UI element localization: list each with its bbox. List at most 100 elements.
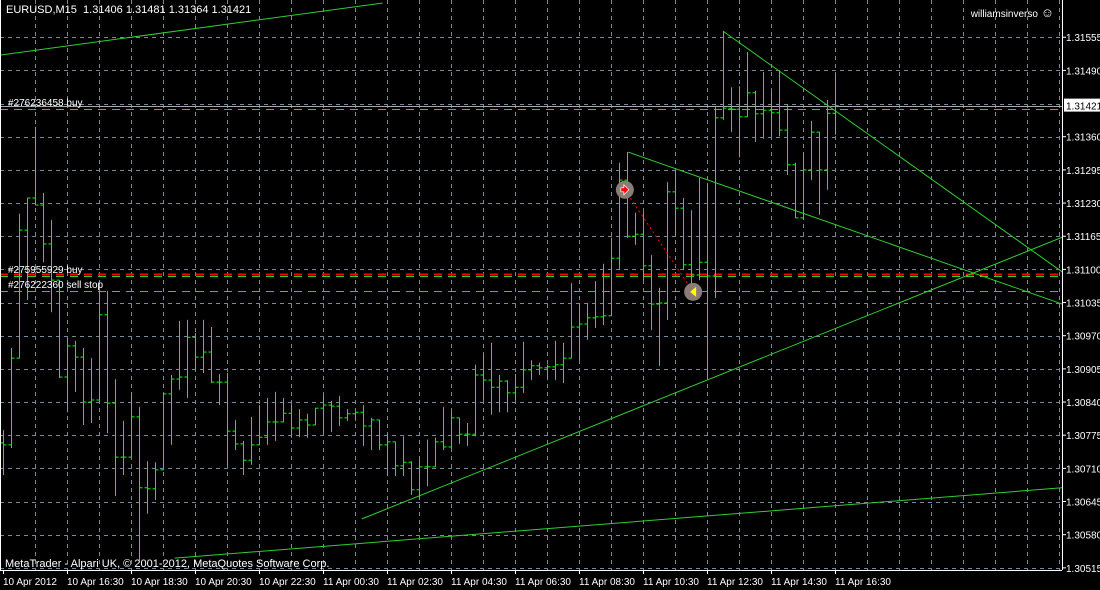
ohlc-bar [800, 152, 807, 220]
ohlc-bar [160, 392, 167, 471]
time-tick-label: 11 Apr 10:30 [643, 577, 699, 588]
ohlc-bar [472, 364, 479, 437]
ohlc-bar [216, 373, 223, 406]
ohlc-bar [672, 169, 679, 236]
ohlc-bar [176, 320, 183, 390]
ohlc-bar [296, 409, 303, 438]
ohlc-bar [392, 441, 399, 477]
ohlc-bar [400, 436, 407, 477]
ohlc-bar [224, 372, 231, 466]
ohlc-bar [656, 287, 663, 366]
account-user: williamsinverso ☺ [971, 5, 1054, 20]
ohlc-bar [424, 439, 431, 487]
ohlc-bar [144, 461, 151, 514]
ohlc-bar [384, 434, 391, 477]
ohlc-bar [640, 212, 647, 281]
ohlc-bar [776, 70, 783, 137]
user-name: williamsinverso [970, 9, 1038, 20]
price-tick-label: 1.31035 [1066, 299, 1100, 310]
price-tick-label: 1.30905 [1066, 365, 1100, 376]
current-price-box [1064, 98, 1100, 112]
price-tick-label: 1.30970 [1066, 332, 1100, 343]
order-label[interactable]: #276222360 sell stop [8, 279, 104, 291]
ohlc-bar [704, 183, 711, 379]
ohlc-bar [616, 162, 623, 270]
ohlc-bar [272, 391, 279, 441]
close-arrow-icon [690, 286, 697, 297]
ohlc-bar [784, 104, 791, 175]
ohlc-bar [192, 333, 199, 370]
ohlc-bar [24, 197, 31, 300]
price-tick-label: 1.31360 [1066, 133, 1100, 144]
ohlc-bar [80, 347, 87, 425]
ohlc-bar [688, 210, 695, 290]
ohlc-bar [312, 407, 319, 426]
ohlc-bar [440, 407, 447, 450]
ohlc-bar [120, 420, 127, 475]
ohlc-bar [48, 219, 55, 313]
ohlc-bar [168, 375, 175, 445]
ohlc-bar [648, 255, 655, 331]
ohlc-bar [664, 182, 671, 320]
ohlc-bar [536, 362, 543, 375]
ohlc-bar [520, 341, 527, 393]
ohlc-bar [608, 237, 615, 317]
ohlc-bar [592, 281, 599, 329]
ohlc-bar [760, 71, 767, 139]
ohlc-bar [504, 380, 511, 413]
ohlc-bar [208, 327, 215, 384]
time-tick-label: 11 Apr 06:30 [515, 577, 571, 588]
ohlc-bar [728, 87, 735, 133]
ohlc-bar [320, 395, 327, 433]
symbol-label: EURUSD,M15 [6, 4, 77, 16]
price-tick-label: 1.30775 [1066, 431, 1100, 442]
ohlc-bar [832, 75, 839, 135]
close-value: 1.31421 [211, 4, 252, 16]
ohlc-bar [256, 405, 263, 446]
trendline [0, 2, 383, 56]
ohlc-bar [368, 417, 375, 450]
ohlc-bar [456, 417, 463, 444]
price-tick-label: 1.31490 [1066, 66, 1100, 77]
ohlc-bar [408, 461, 415, 495]
ohlc-bar [40, 192, 47, 263]
order-label[interactable]: #276236458 buy [8, 97, 83, 109]
ohlc-bar [808, 120, 815, 181]
trade-connector [624, 189, 694, 293]
time-tick-label: 10 Apr 18:30 [131, 577, 188, 588]
ohlc-bar [584, 303, 591, 340]
ohlc-bar [240, 440, 247, 475]
ohlc-bar [200, 319, 207, 373]
ohlc-bar [600, 263, 607, 325]
time-tick-label: 11 Apr 00:30 [323, 577, 379, 588]
order-label[interactable]: #275955929 buy [8, 264, 83, 276]
time-tick-label: 11 Apr 16:30 [835, 577, 891, 588]
ohlc-bar [376, 419, 383, 450]
ohlc-bar [72, 340, 79, 392]
ohlc-bar [288, 404, 295, 438]
ohlc-bar [816, 131, 823, 215]
time-tick-label: 10 Apr 20:30 [195, 577, 252, 588]
ohlc-bar [632, 212, 639, 245]
ohlc-bar [544, 364, 551, 381]
trendline [174, 487, 1062, 559]
chart-header: EURUSD,M15 1.31406 1.31481 1.31364 1.314… [6, 4, 251, 16]
ohlc-bar [752, 90, 759, 142]
high-value: 1.31481 [125, 4, 166, 16]
ohlc-bar [432, 437, 439, 468]
ohlc-bar [56, 279, 63, 379]
ohlc-bar [744, 52, 751, 118]
ohlc-bar [576, 303, 583, 361]
trendline [722, 30, 1062, 273]
price-tick-label: 1.31165 [1066, 232, 1100, 243]
price-tick-label: 1.30580 [1066, 531, 1100, 542]
time-tick-label: 11 Apr 14:30 [771, 577, 827, 588]
ohlc-bar [16, 213, 23, 359]
ohlc-bar [104, 290, 111, 434]
price-tick-label: 1.31230 [1066, 199, 1100, 210]
price-tick-label: 1.30515 [1066, 564, 1100, 575]
price-tick-label: 1.31555 [1066, 33, 1100, 44]
ohlc-bar [768, 91, 775, 137]
price-tick-label: 1.30840 [1066, 398, 1100, 409]
